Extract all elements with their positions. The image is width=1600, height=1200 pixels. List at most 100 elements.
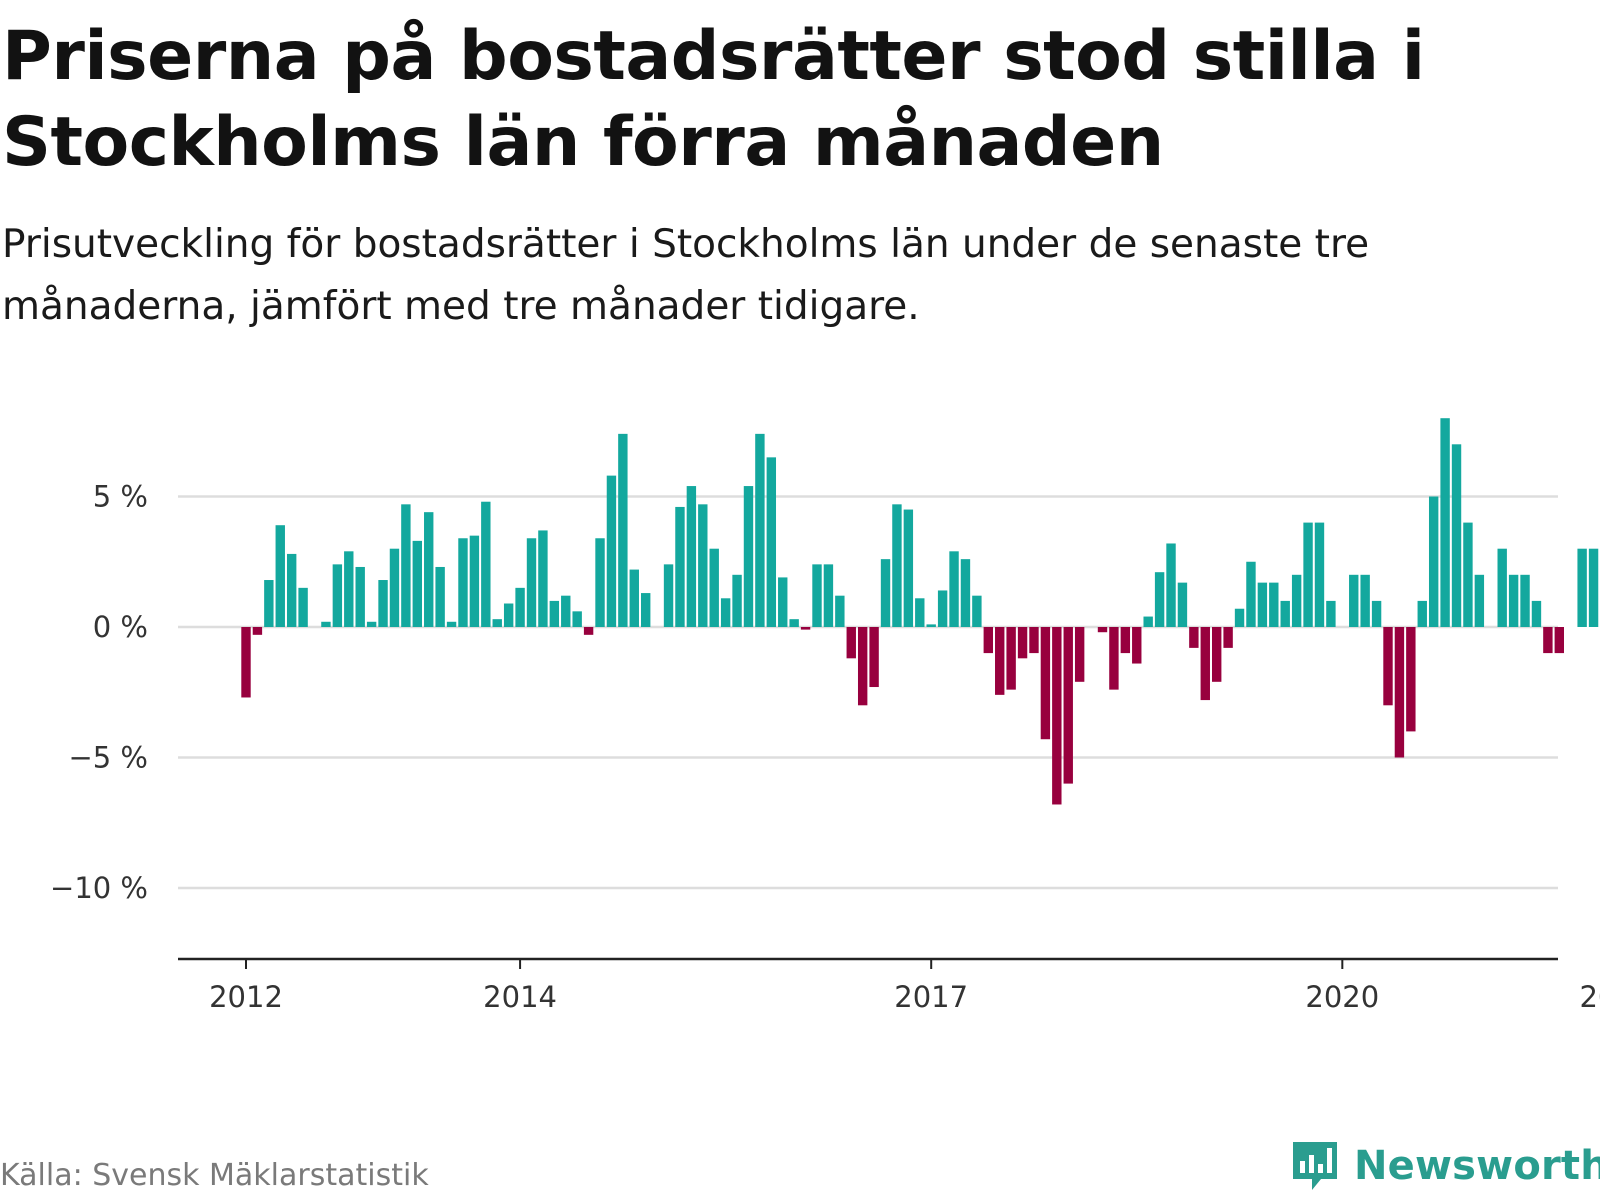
bar bbox=[389, 548, 400, 627]
chart-title: Priserna på bostadsrätter stod stilla i … bbox=[2, 17, 1425, 182]
bar bbox=[960, 559, 971, 627]
bar bbox=[412, 540, 422, 627]
bar bbox=[812, 564, 822, 627]
bar bbox=[275, 525, 285, 627]
bar bbox=[1474, 574, 1485, 627]
bar bbox=[1166, 543, 1176, 627]
bar bbox=[926, 624, 936, 627]
bar bbox=[1451, 444, 1462, 627]
bar bbox=[515, 587, 525, 627]
bar bbox=[1269, 582, 1279, 627]
bar bbox=[743, 486, 754, 627]
bar bbox=[995, 627, 1005, 695]
y-tick-label: −5 % bbox=[68, 741, 148, 775]
bar bbox=[1143, 616, 1153, 627]
bar bbox=[1531, 600, 1542, 627]
bar bbox=[675, 506, 685, 627]
bar bbox=[1189, 627, 1199, 648]
y-tick-label: −10 % bbox=[50, 871, 148, 905]
bar bbox=[618, 433, 628, 627]
bar bbox=[424, 512, 434, 627]
bar bbox=[1006, 627, 1016, 690]
bar bbox=[1417, 600, 1427, 627]
bar bbox=[629, 569, 639, 627]
bar bbox=[663, 564, 674, 627]
bar bbox=[983, 627, 993, 654]
bar bbox=[641, 593, 651, 627]
brand-name: Newsworthy bbox=[1354, 1143, 1600, 1189]
bar bbox=[1394, 627, 1405, 758]
bar bbox=[1029, 627, 1039, 654]
bar bbox=[720, 598, 731, 627]
bar bbox=[1200, 627, 1210, 701]
bar bbox=[1280, 600, 1290, 627]
bar bbox=[915, 598, 925, 627]
bar bbox=[1588, 548, 1599, 627]
bar bbox=[1040, 627, 1051, 740]
bar bbox=[366, 621, 377, 627]
bar bbox=[1154, 572, 1165, 627]
bar bbox=[344, 551, 354, 627]
bar bbox=[857, 627, 868, 706]
x-tick-label: 2014 bbox=[483, 980, 557, 1014]
x-tick-label: 2017 bbox=[894, 980, 968, 1014]
bar bbox=[549, 600, 560, 627]
bar bbox=[1246, 561, 1256, 627]
bar bbox=[241, 627, 251, 698]
bar bbox=[1428, 496, 1439, 627]
bar bbox=[286, 553, 297, 627]
bar bbox=[949, 551, 959, 627]
bar bbox=[1223, 627, 1233, 648]
bar bbox=[846, 627, 856, 659]
x-tick-label: 2022 bbox=[1579, 980, 1600, 1014]
bars bbox=[241, 418, 1599, 805]
bar bbox=[1360, 574, 1370, 627]
bar bbox=[1463, 522, 1473, 627]
bar-chart: 5 % 0 % −5 % −10 % 2012 2014 2017 2020 2022 0 % bbox=[50, 418, 1600, 1014]
bar bbox=[1543, 627, 1553, 654]
bar bbox=[732, 574, 742, 627]
bar bbox=[538, 530, 548, 627]
bar bbox=[800, 627, 811, 630]
bar bbox=[1303, 522, 1313, 627]
bar bbox=[755, 433, 765, 627]
bar bbox=[1371, 600, 1382, 627]
bar bbox=[903, 509, 914, 627]
bar bbox=[823, 564, 834, 627]
y-tick-label: 5 % bbox=[93, 480, 148, 514]
bar bbox=[469, 535, 480, 627]
newsworthy-logo-icon bbox=[1293, 1142, 1337, 1190]
bar bbox=[332, 564, 343, 627]
brand-logo: Newsworthy bbox=[1290, 1140, 1600, 1192]
bar bbox=[503, 603, 514, 627]
bar bbox=[698, 504, 708, 627]
bar bbox=[321, 621, 331, 627]
bar bbox=[1291, 574, 1302, 627]
bar bbox=[709, 548, 719, 627]
bar bbox=[1052, 627, 1062, 805]
bar bbox=[1234, 608, 1245, 627]
bar bbox=[1017, 627, 1028, 659]
bar bbox=[1132, 627, 1142, 664]
bar bbox=[1326, 600, 1336, 627]
bar bbox=[1063, 627, 1073, 784]
bar bbox=[1497, 548, 1507, 627]
bar bbox=[378, 580, 388, 627]
bar bbox=[937, 590, 948, 627]
bar bbox=[298, 587, 308, 627]
bar bbox=[458, 538, 468, 627]
y-axis-labels: 5 % 0 % −5 % −10 % bbox=[50, 480, 148, 906]
bar bbox=[1520, 574, 1530, 627]
bar bbox=[972, 595, 982, 627]
bar bbox=[1508, 574, 1519, 627]
bar bbox=[252, 627, 263, 635]
bar bbox=[1177, 582, 1188, 627]
bar bbox=[561, 595, 571, 627]
x-tick-label: 2020 bbox=[1305, 980, 1379, 1014]
bar bbox=[1440, 418, 1450, 627]
bar bbox=[1383, 627, 1393, 706]
chart-subtitle: Prisutveckling för bostadsrätter i Stock… bbox=[2, 222, 1370, 329]
bar bbox=[355, 566, 365, 627]
bar bbox=[264, 580, 274, 627]
bar bbox=[1406, 627, 1416, 732]
